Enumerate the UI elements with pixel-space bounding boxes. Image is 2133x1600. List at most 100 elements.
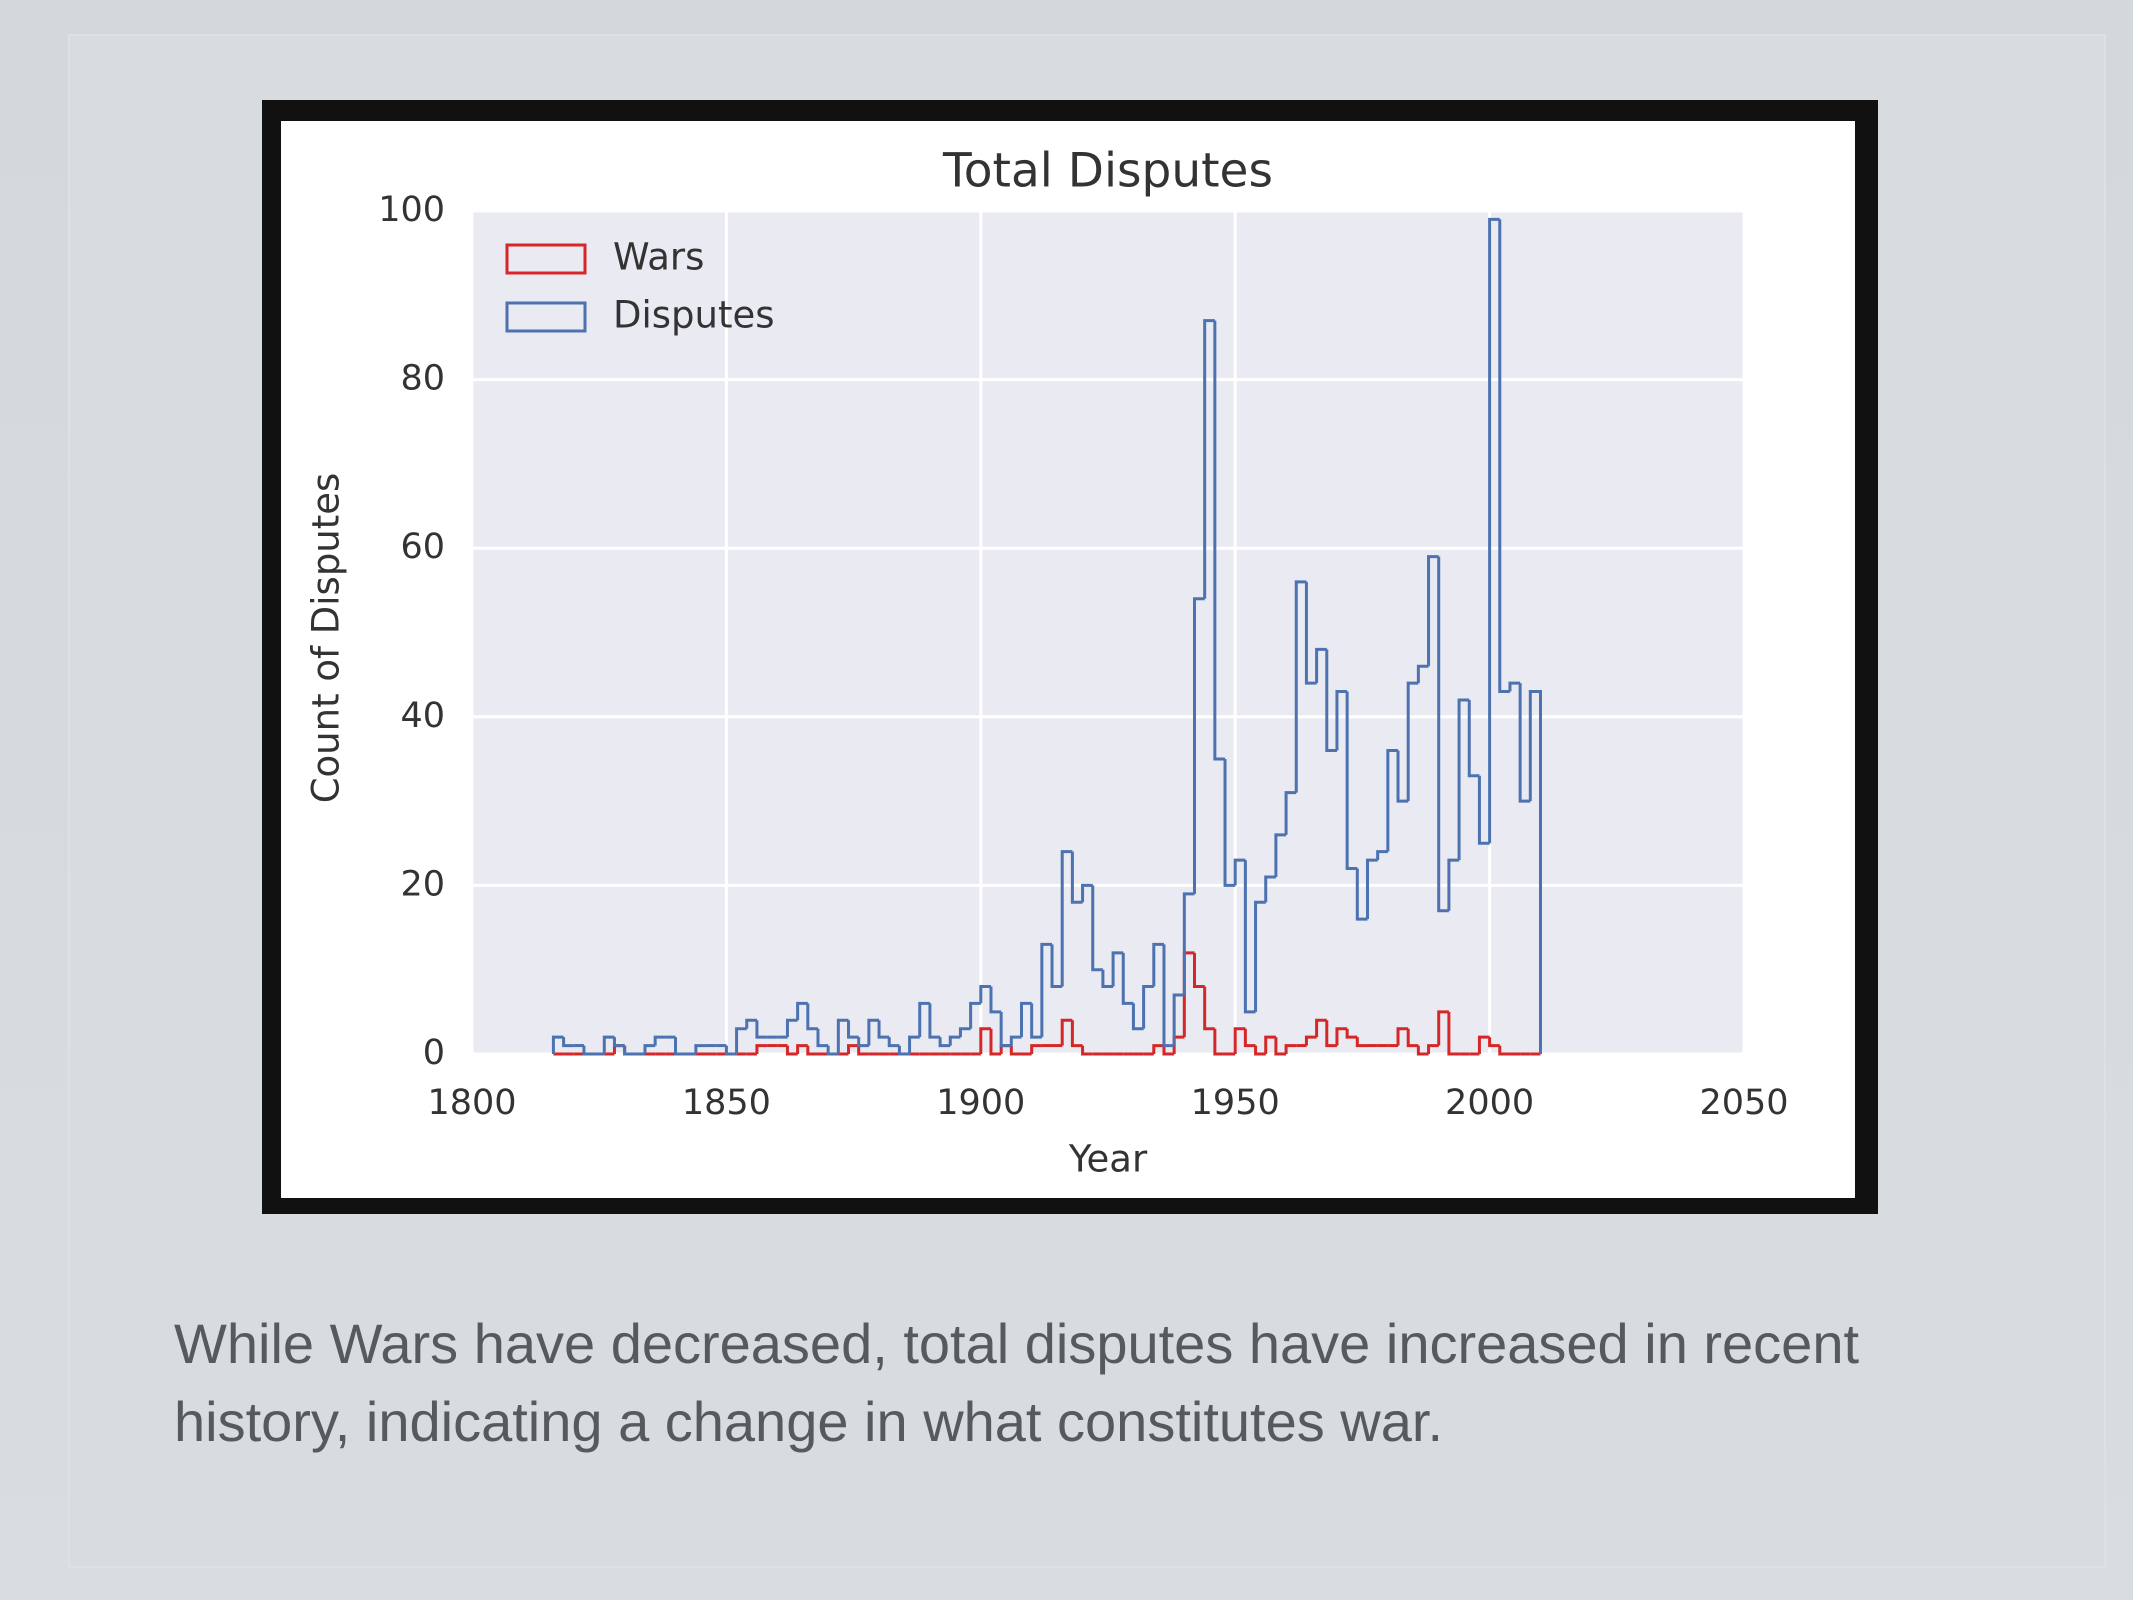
histogram-step xyxy=(1264,875,1276,903)
histogram-step xyxy=(653,1035,666,1046)
histogram-step xyxy=(1396,750,1409,803)
histogram-step xyxy=(969,1001,981,1029)
histogram-step xyxy=(1437,556,1449,913)
histogram-step xyxy=(1152,1044,1164,1054)
y-tick-label: 80 xyxy=(400,359,445,399)
histogram-step xyxy=(785,1045,798,1056)
x-axis-label: Year xyxy=(1068,1138,1148,1181)
histogram-step xyxy=(1223,758,1236,887)
histogram-step xyxy=(847,1020,859,1039)
y-tick-label: 20 xyxy=(400,864,445,904)
histogram-step xyxy=(1355,1037,1368,1048)
histogram-step xyxy=(1467,699,1480,778)
histogram-step xyxy=(1030,1003,1042,1039)
histogram-step xyxy=(897,1045,910,1056)
x-tick-label: 2000 xyxy=(1445,1083,1534,1123)
histogram-step xyxy=(755,1020,768,1039)
x-tick-label: 1800 xyxy=(427,1083,516,1123)
histogram-step xyxy=(1477,775,1490,845)
histogram-step xyxy=(1070,1020,1083,1048)
histogram-step xyxy=(857,1037,869,1048)
histogram-step xyxy=(1488,1037,1500,1048)
histogram-step xyxy=(602,1035,615,1054)
legend-swatch xyxy=(505,243,587,275)
histogram-step xyxy=(1284,1044,1297,1054)
y-tick-label: 0 xyxy=(423,1033,445,1073)
plot-area xyxy=(472,211,1744,1054)
x-tick-label: 1950 xyxy=(1191,1083,1280,1123)
histogram-step xyxy=(1508,681,1521,692)
histogram-step xyxy=(1447,858,1460,911)
chart-title: Total Disputes xyxy=(942,144,1273,199)
histogram-step xyxy=(1447,1011,1460,1056)
histogram-step xyxy=(1274,833,1287,877)
histogram-step xyxy=(1243,860,1256,1014)
histogram-step xyxy=(1009,1045,1022,1056)
histogram-step xyxy=(1477,1035,1490,1054)
histogram-step xyxy=(1203,986,1215,1031)
y-tick-label: 100 xyxy=(378,190,445,230)
histogram-step xyxy=(1518,683,1531,803)
histogram-step xyxy=(1355,868,1368,921)
histogram-step xyxy=(1162,944,1175,1048)
histogram-step xyxy=(979,1027,991,1054)
histogram-step xyxy=(1315,1018,1327,1038)
histogram-step xyxy=(836,1018,849,1054)
histogram-step xyxy=(1274,1037,1287,1056)
histogram-step xyxy=(1213,1028,1226,1056)
histogram-step xyxy=(735,1027,747,1054)
histogram-step xyxy=(979,985,991,1004)
x-tick-label: 1900 xyxy=(936,1083,1025,1123)
histogram-step xyxy=(1325,1020,1337,1048)
histogram-step xyxy=(1162,1045,1175,1056)
histogram-step xyxy=(1254,900,1266,1012)
histogram-step xyxy=(1396,1027,1409,1046)
histogram-step xyxy=(1488,217,1500,844)
x-tick-label: 2050 xyxy=(1699,1083,1788,1123)
histogram-step xyxy=(1304,581,1317,685)
histogram-step xyxy=(1081,1045,1093,1056)
histogram-step xyxy=(1121,952,1134,1005)
y-tick-label: 40 xyxy=(400,696,445,736)
histogram-step xyxy=(877,1020,890,1039)
histogram-step xyxy=(1040,942,1053,1038)
histogram-step xyxy=(1020,1001,1032,1038)
histogram-step xyxy=(1050,944,1063,989)
legend-label: Disputes xyxy=(613,294,775,337)
histogram-step xyxy=(918,1001,930,1038)
histogram-step xyxy=(1406,1028,1419,1048)
histogram-step xyxy=(562,1037,574,1048)
histogram-step xyxy=(551,1035,564,1054)
histogram-step xyxy=(1335,1027,1348,1046)
histogram-step xyxy=(816,1028,829,1048)
y-tick-label: 60 xyxy=(400,527,445,567)
histogram-step xyxy=(938,1037,951,1048)
histogram-step xyxy=(582,1045,595,1056)
histogram-step xyxy=(1335,690,1348,751)
histogram-step xyxy=(623,1045,635,1056)
histogram-step xyxy=(1172,993,1185,1046)
histogram-step xyxy=(1254,1045,1266,1056)
histogram-step xyxy=(1345,1028,1358,1039)
histogram-step xyxy=(1416,664,1429,684)
histogram-step xyxy=(1030,1044,1042,1054)
histogram-step xyxy=(1152,942,1164,987)
histogram-step xyxy=(1376,850,1388,861)
histogram-step xyxy=(1213,320,1226,761)
histogram-step xyxy=(1203,319,1215,599)
histogram-step xyxy=(694,1044,707,1054)
histogram-step xyxy=(867,1018,880,1046)
histogram-step xyxy=(1182,892,1195,995)
histogram-step xyxy=(958,1027,971,1038)
histogram-step xyxy=(796,1044,808,1054)
histogram-step xyxy=(1498,219,1510,694)
histogram-step xyxy=(1009,1035,1022,1046)
caption: While Wars have decreased, total dispute… xyxy=(174,1312,1860,1453)
legend-swatch xyxy=(505,301,587,333)
histogram-step xyxy=(1345,691,1358,871)
histogram-step xyxy=(1243,1028,1256,1048)
histogram-step xyxy=(1111,951,1124,987)
histogram-step xyxy=(1416,1045,1429,1056)
histogram-step xyxy=(755,1044,768,1054)
histogram-step xyxy=(1406,681,1419,802)
